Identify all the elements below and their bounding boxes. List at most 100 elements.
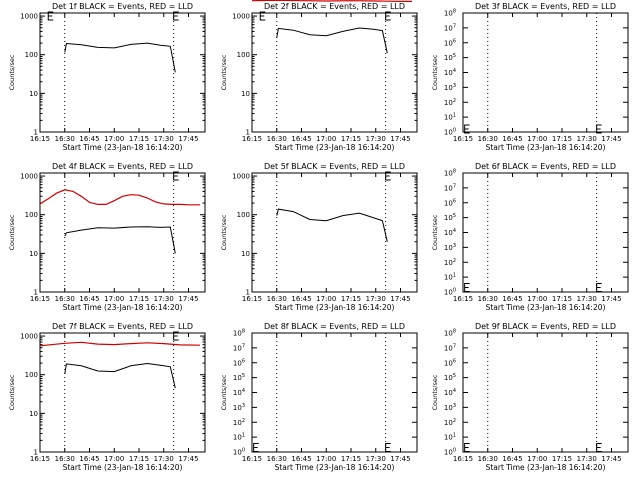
y-tick-label: 101 xyxy=(444,433,456,442)
x-tick-label: 17:15 xyxy=(129,135,149,143)
x-tick-label: 16:45 xyxy=(291,135,311,143)
plot-frame xyxy=(39,12,206,133)
plot-frame xyxy=(251,172,418,293)
y-tick-label: 102 xyxy=(444,98,456,107)
event-marker xyxy=(259,11,266,21)
x-tick-label: 16:15 xyxy=(453,455,473,463)
y-tick-label: 102 xyxy=(444,258,456,267)
x-tick-label: 17:30 xyxy=(577,295,597,303)
x-tick-label: 16:45 xyxy=(291,455,311,463)
x-tick-label: 17:30 xyxy=(577,135,597,143)
y-tick-label: 108 xyxy=(233,329,245,338)
x-tick-label: 17:30 xyxy=(366,295,386,303)
y-tick-label: 100 xyxy=(444,128,456,137)
x-tick-label: 16:30 xyxy=(478,295,498,303)
y-tick-label: 106 xyxy=(233,358,245,367)
chart-title: Det 4f BLACK = Events, RED = LLD xyxy=(52,162,193,171)
x-tick-label: 17:30 xyxy=(154,295,174,303)
x-tick-label: 16:45 xyxy=(291,295,311,303)
x-axis-label: Start Time (23-Jan-18 16:14:20) xyxy=(486,303,606,312)
plot-frame xyxy=(39,332,206,453)
y-tick-label: 1000 xyxy=(232,13,250,21)
plot-frame xyxy=(462,12,629,133)
event-marker xyxy=(173,331,179,341)
y-axis-label: Counts/sec xyxy=(431,54,439,90)
lld-series-line xyxy=(39,341,201,347)
y-tick-label: 102 xyxy=(233,418,245,427)
y-tick-label: 107 xyxy=(444,23,456,32)
chart-title: Det 7f BLACK = Events, RED = LLD xyxy=(52,322,193,331)
x-tick-label: 17:45 xyxy=(390,135,410,143)
x-tick-label: 17:15 xyxy=(129,455,149,463)
chart-title: Det 8f BLACK = Events, RED = LLD xyxy=(264,322,405,331)
x-tick-label: 16:30 xyxy=(55,455,75,463)
event-marker xyxy=(253,443,259,453)
x-axis-label: Start Time (23-Jan-18 16:14:20) xyxy=(486,463,606,472)
x-tick-label: 16:15 xyxy=(242,455,262,463)
y-tick-label: 1 xyxy=(246,129,250,137)
y-tick-label: 105 xyxy=(233,373,245,382)
chart-panel-6: Det 6f BLACK = Events, RED = LLD 16:15 16:… xyxy=(431,162,629,312)
x-axis-label: Start Time (23-Jan-18 16:14:20) xyxy=(275,463,395,472)
x-tick-label: 17:45 xyxy=(390,295,410,303)
y-tick-label: 100 xyxy=(25,51,38,59)
y-axis-label: Counts/sec xyxy=(8,374,16,410)
y-tick-label: 105 xyxy=(444,373,456,382)
chart-panel-7: Det 7f BLACK = Events, RED = LLD 16:15 16:… xyxy=(8,322,206,472)
x-tick-label: 16:45 xyxy=(502,295,522,303)
x-tick-label: 17:00 xyxy=(527,455,547,463)
event-marker xyxy=(385,11,391,21)
y-tick-label: 1000 xyxy=(20,333,38,341)
y-tick-label: 104 xyxy=(233,388,245,397)
y-tick-label: 106 xyxy=(444,358,456,367)
chart-panel-9: Det 9f BLACK = Events, RED = LLD 16:15 16:… xyxy=(431,322,629,472)
event-marker xyxy=(464,443,470,453)
y-axis-label: Counts/sec xyxy=(8,54,16,90)
x-axis-label: Start Time (23-Jan-18 16:14:20) xyxy=(63,303,183,312)
chart-title: Det 2f BLACK = Events, RED = LLD xyxy=(264,2,405,11)
x-tick-label: 17:15 xyxy=(552,295,572,303)
x-tick-label: 16:15 xyxy=(242,295,262,303)
x-tick-label: 16:45 xyxy=(79,455,99,463)
event-marker xyxy=(385,171,391,181)
event-marker xyxy=(596,124,602,134)
x-tick-label: 17:45 xyxy=(178,455,198,463)
event-marker xyxy=(464,124,470,134)
x-tick-label: 17:45 xyxy=(390,455,410,463)
y-tick-label: 1 xyxy=(34,129,38,137)
chart-title: Det 3f BLACK = Events, RED = LLD xyxy=(475,2,616,11)
chart-title: Det 6f BLACK = Events, RED = LLD xyxy=(475,162,616,171)
events-series-line xyxy=(276,208,388,242)
y-tick-label: 105 xyxy=(444,213,456,222)
y-tick-label: 1 xyxy=(246,289,250,297)
event-marker xyxy=(173,171,179,181)
y-axis-label: Counts/sec xyxy=(220,374,228,410)
plot-frame xyxy=(251,332,418,453)
y-tick-label: 1 xyxy=(34,449,38,457)
x-tick-label: 16:30 xyxy=(267,135,287,143)
x-tick-label: 17:00 xyxy=(316,135,336,143)
x-axis-label: Start Time (23-Jan-18 16:14:20) xyxy=(63,143,183,152)
x-tick-label: 16:15 xyxy=(242,135,262,143)
y-tick-label: 100 xyxy=(237,211,250,219)
event-marker xyxy=(173,11,179,21)
x-tick-label: 16:30 xyxy=(478,455,498,463)
y-tick-label: 102 xyxy=(444,418,456,427)
x-tick-label: 17:15 xyxy=(341,295,361,303)
x-tick-label: 17:30 xyxy=(577,455,597,463)
y-tick-label: 104 xyxy=(444,68,456,77)
x-tick-label: 17:15 xyxy=(552,455,572,463)
events-series-line xyxy=(64,362,176,389)
y-tick-label: 10 xyxy=(241,90,250,98)
x-axis-label: Start Time (23-Jan-18 16:14:20) xyxy=(63,463,183,472)
x-tick-label: 16:45 xyxy=(79,135,99,143)
chart-title: Det 5f BLACK = Events, RED = LLD xyxy=(264,162,405,171)
y-tick-label: 100 xyxy=(25,211,38,219)
x-tick-label: 16:30 xyxy=(55,295,75,303)
y-tick-label: 108 xyxy=(444,169,456,178)
x-tick-label: 16:30 xyxy=(267,455,287,463)
x-tick-label: 17:15 xyxy=(341,135,361,143)
y-tick-label: 103 xyxy=(444,403,456,412)
